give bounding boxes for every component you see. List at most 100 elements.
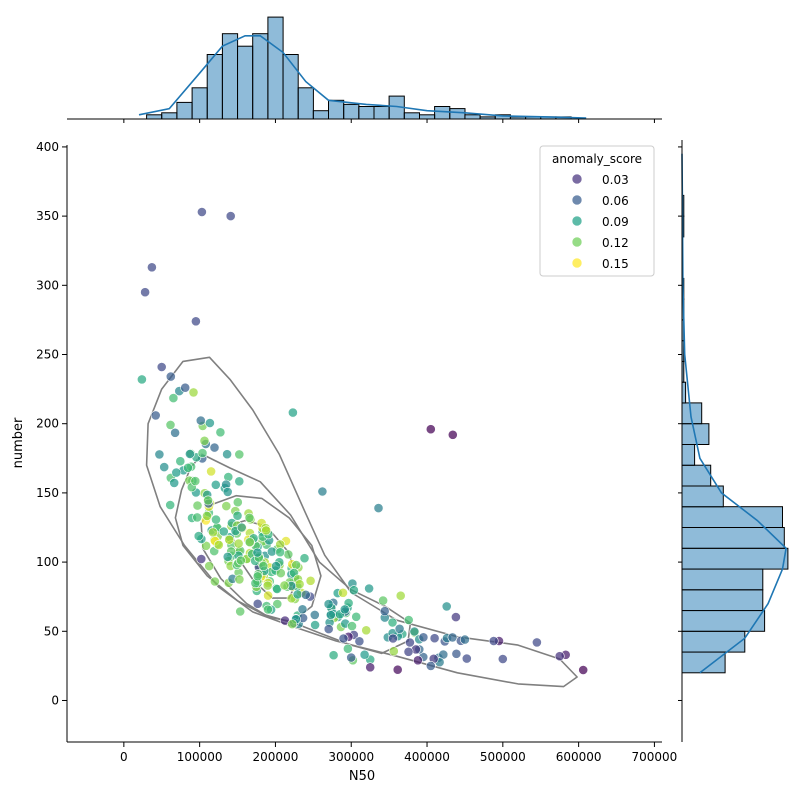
scatter-point <box>266 546 277 557</box>
scatter-point <box>346 652 357 663</box>
scatter-point <box>206 466 216 477</box>
scatter-point <box>450 612 461 622</box>
y-axis-label: number <box>11 417 26 468</box>
scatter-point <box>165 419 176 430</box>
x-tick-label: 300000 <box>328 750 374 764</box>
scatter-point <box>328 650 339 661</box>
right-hist-bar <box>681 381 687 404</box>
scatter-point <box>305 575 316 586</box>
x-tick-label: 0 <box>120 750 128 764</box>
scatter-point <box>210 479 221 490</box>
scatter-point <box>150 410 161 421</box>
scatter-point <box>235 606 246 617</box>
scatter-point <box>325 610 336 620</box>
y-tick-label: 350 <box>36 209 59 223</box>
scatter-point <box>392 664 403 675</box>
scatter-point <box>395 590 406 601</box>
x-tick-label: 100000 <box>177 750 223 764</box>
right-hist-bar <box>681 444 696 466</box>
y-tick-label: 0 <box>51 693 59 707</box>
scatter-point <box>323 624 334 634</box>
scatter-point <box>222 449 232 460</box>
scatter-point <box>451 648 462 659</box>
scatter-point <box>218 526 229 537</box>
scatter-point <box>202 511 212 521</box>
scatter-point <box>338 587 348 598</box>
scatter-point <box>190 476 201 486</box>
scatter-point <box>283 549 294 560</box>
scatter-point <box>310 620 320 630</box>
scatter-point <box>215 427 226 438</box>
scatter-point <box>379 606 390 617</box>
scatter-point <box>342 643 353 654</box>
x-axis-label: N50 <box>349 769 375 784</box>
scatter-point <box>236 522 247 533</box>
scatter-point <box>221 501 232 511</box>
scatter-point <box>169 477 180 488</box>
top-hist-bar <box>206 54 223 120</box>
scatter-point <box>309 610 320 620</box>
legend-title: anomaly_score <box>552 152 642 166</box>
legend-marker <box>571 236 583 248</box>
kde-contour-0 <box>145 356 578 688</box>
top-hist-bar <box>252 33 269 120</box>
y-tick-label: 400 <box>36 140 59 154</box>
scatter-point <box>213 540 224 550</box>
scatter-point <box>378 595 388 606</box>
scatter-point <box>258 561 269 571</box>
right-hist-bar <box>681 485 724 508</box>
scatter-point <box>201 540 211 551</box>
scatter-point <box>234 449 245 460</box>
scatter-point <box>175 456 186 467</box>
x-tick-label: 700000 <box>632 750 678 764</box>
legend-marker <box>571 257 583 269</box>
scatter-point <box>532 637 542 648</box>
legend-frame <box>539 145 655 277</box>
top-hist-bar <box>221 33 239 120</box>
scatter-point <box>168 393 179 403</box>
top-hist-bar <box>312 110 329 120</box>
scatter-point <box>159 462 170 472</box>
legend-entry-label: 0.12 <box>602 236 629 250</box>
scatter-point <box>323 599 334 609</box>
top-hist-bar <box>161 112 178 120</box>
y-tick-label: 200 <box>36 417 59 431</box>
right-hist-bar <box>681 506 783 529</box>
top-hist-bar <box>373 106 390 120</box>
legend-marker <box>571 215 583 227</box>
top-hist-bar <box>328 99 345 120</box>
y-tick-label: 50 <box>44 624 59 638</box>
scatter-point <box>136 374 147 385</box>
scatter-point <box>140 287 150 298</box>
right-hist-bar <box>681 589 764 612</box>
right-hist-bar <box>681 547 789 570</box>
scatter-point <box>348 585 359 596</box>
scatter-point <box>180 382 191 393</box>
scatter-point <box>275 547 285 558</box>
scatter-point <box>388 646 399 657</box>
top-hist-bar <box>343 103 360 120</box>
scatter-point <box>204 561 215 571</box>
scatter-point <box>412 655 423 666</box>
scatter-point <box>244 512 255 523</box>
scatter-point <box>373 503 384 513</box>
legend-entry-label: 0.03 <box>602 173 629 187</box>
top-hist-kde-curve <box>138 35 587 119</box>
top-hist-bar <box>191 87 208 120</box>
top-marginal-histogram <box>67 16 662 123</box>
scatter-point <box>234 574 245 585</box>
scatter-point <box>403 646 414 657</box>
scatter-point <box>252 547 263 558</box>
scatter-point <box>361 625 372 636</box>
legend-entry-label: 0.06 <box>602 194 629 208</box>
scatter-point <box>300 589 311 600</box>
top-hist-bar <box>297 87 314 120</box>
top-hist-bar <box>464 114 481 120</box>
scatter-point <box>292 589 303 600</box>
scatter-point <box>387 617 398 628</box>
scatter-point <box>287 407 298 418</box>
right-marginal-histogram <box>678 140 789 742</box>
legend-entry-label: 0.09 <box>602 215 629 229</box>
joint-plot-area: 0 100000 200000 300000 400000 500000 600000 700… <box>36 140 677 764</box>
right-hist-kde-curve <box>681 153 787 674</box>
